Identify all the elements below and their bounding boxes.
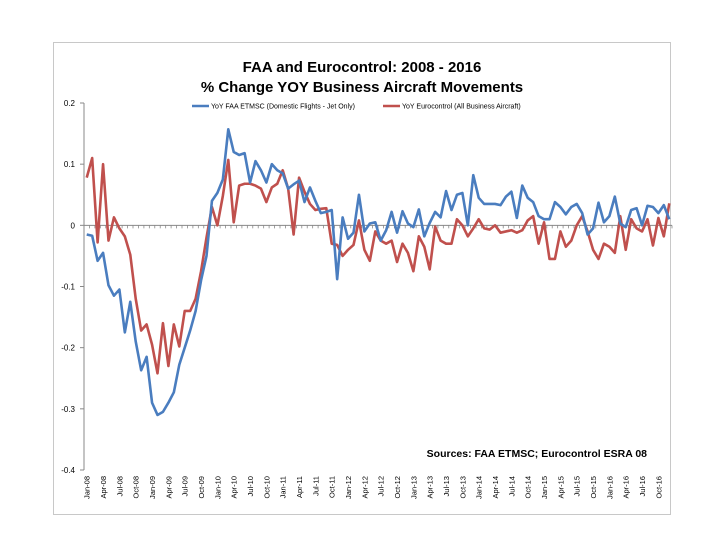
x-tick-label: Apr-12 <box>360 476 369 499</box>
x-tick-label: Apr-11 <box>295 476 304 498</box>
x-tick-label: Jul-16 <box>638 476 647 496</box>
x-axis: Jan-08 Apr-08 Jul-08 Oct-08 Jan-09 Apr-09 Jul-… <box>83 224 673 499</box>
x-tick-label: Jul-08 <box>115 476 124 496</box>
x-tick-label: Oct-08 <box>132 476 141 499</box>
x-tick-label: Jan-11 <box>279 476 288 498</box>
x-tick-label: Oct-16 <box>654 476 663 499</box>
x-tick-label: Jul-11 <box>311 476 320 496</box>
x-tick-label: Apr-15 <box>556 476 565 499</box>
y-tick-label: 0.1 <box>64 160 76 169</box>
x-tick-label: Oct-11 <box>328 476 337 498</box>
x-tick-label: Oct-15 <box>589 476 598 499</box>
series-lines <box>85 128 671 417</box>
y-tick-label: -0.1 <box>61 283 75 292</box>
x-tick-label: Jan-16 <box>605 476 614 499</box>
x-tick-label: Oct-13 <box>458 476 467 499</box>
x-tick-label: Apr-14 <box>491 476 500 499</box>
x-tick-label: Jul-13 <box>442 476 451 496</box>
x-tick-label: Jul-09 <box>181 476 190 496</box>
chart-subtitle: % Change YOY Business Aircraft Movements <box>200 79 524 96</box>
x-tick-label: Jul-15 <box>573 476 582 496</box>
y-tick-label: 0.2 <box>64 99 76 108</box>
x-tick-label: Oct-14 <box>524 476 533 499</box>
x-tick-label: Jul-10 <box>246 476 255 496</box>
x-tick-label: Apr-16 <box>622 476 631 499</box>
series-line-0 <box>86 128 671 417</box>
y-tick-label: -0.3 <box>61 405 75 414</box>
x-tick-label: Oct-10 <box>262 476 271 499</box>
y-axis: 0.2 0.1 0 -0.1 -0.2 -0.3 -0.4 <box>61 99 85 475</box>
series-line-1 <box>85 156 671 375</box>
y-tick-label: -0.4 <box>61 466 75 475</box>
x-tick-label: Apr-10 <box>230 476 239 499</box>
x-tick-label: Jan-10 <box>213 476 222 499</box>
x-tick-label: Jul-14 <box>507 476 516 496</box>
x-tick-label: Jan-09 <box>148 476 157 499</box>
x-tick-label: Jan-12 <box>344 476 353 499</box>
x-tick-label: Apr-09 <box>164 476 173 499</box>
legend-label: YoY FAA ETMSC (Domestic Flights - Jet On… <box>211 104 355 111</box>
x-tick-label: Oct-09 <box>197 476 206 499</box>
chart-title: FAA and Eurocontrol: 2008 - 2016 <box>242 59 482 76</box>
y-tick-label: 0 <box>71 221 76 230</box>
x-tick-label: Apr-08 <box>99 476 108 499</box>
x-tick-label: Jan-13 <box>409 476 418 499</box>
x-tick-label: Jan-08 <box>83 476 92 499</box>
legend: YoY FAA ETMSC (Domestic Flights - Jet On… <box>192 104 521 111</box>
legend-label: YoY Eurocontrol (All Business Aircraft) <box>402 104 521 111</box>
chart-frame <box>53 42 671 515</box>
sources-annotation: Sources: FAA ETMSC; Eurocontrol ESRA 08 <box>427 448 647 460</box>
x-tick-label: Jul-12 <box>377 476 386 496</box>
x-tick-label: Oct-12 <box>393 476 402 499</box>
x-tick-label: Apr-13 <box>426 476 435 499</box>
x-tick-label: Jan-14 <box>475 476 484 499</box>
y-tick-label: -0.2 <box>61 344 75 353</box>
x-tick-label: Jan-15 <box>540 476 549 499</box>
